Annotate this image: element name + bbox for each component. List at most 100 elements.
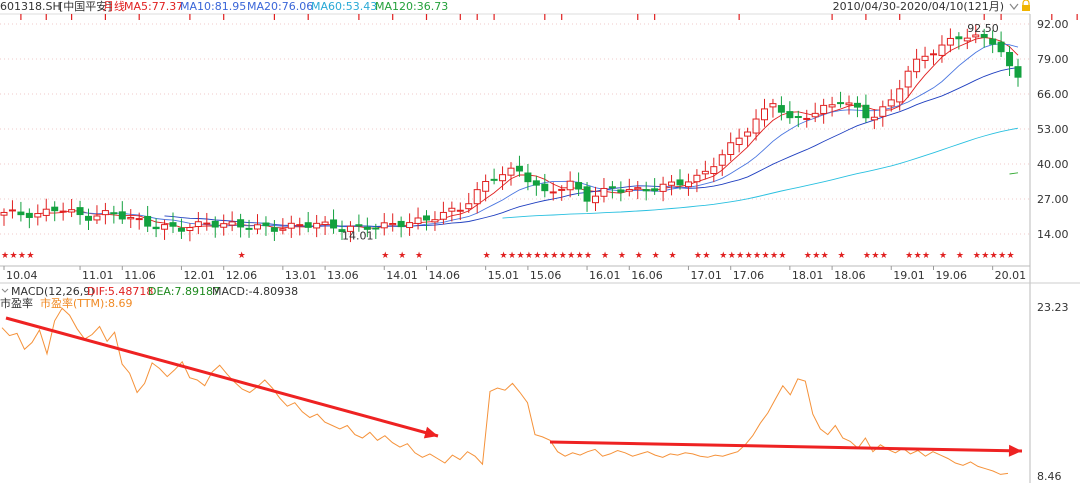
signal-star: ★ — [652, 251, 660, 261]
pe-tick-max: 23.23 — [1037, 301, 1069, 314]
candle-body — [794, 116, 802, 119]
candle-body — [989, 38, 997, 45]
signal-star: ★ — [415, 251, 423, 261]
candle-body — [423, 215, 430, 221]
signal-star: ★ — [998, 251, 1006, 261]
candle-body — [85, 215, 92, 221]
candle-body — [752, 118, 760, 134]
candle-body — [448, 207, 456, 212]
candle-body — [499, 174, 507, 182]
candle-body — [946, 37, 954, 46]
price-tick: 40.00 — [1037, 158, 1069, 171]
signal-star: ★ — [778, 251, 786, 261]
candle-body — [101, 210, 109, 216]
date-label: 10.04 — [6, 269, 38, 282]
ma-line — [164, 67, 1019, 227]
candle-body — [51, 206, 59, 212]
candle-body — [211, 220, 219, 228]
signal-star: ★ — [719, 251, 727, 261]
signal-star: ★ — [871, 251, 879, 261]
signal-star: ★ — [736, 251, 744, 261]
signal-star: ★ — [508, 251, 516, 261]
candle-body — [845, 102, 853, 106]
candle-body — [270, 227, 278, 232]
chevron-expand-icon[interactable] — [1, 288, 9, 293]
signal-star: ★ — [576, 251, 584, 261]
date-axis: 10.04 11.01 11.06 12.01 12.06 13.01 13.06 14.01… — [3, 266, 1026, 282]
candle-body — [727, 142, 735, 155]
candle-body — [68, 209, 76, 213]
signal-star: ★ — [804, 251, 812, 261]
ma-line — [37, 37, 1019, 229]
candle-body — [735, 137, 743, 146]
signal-star: ★ — [863, 251, 871, 261]
candle-body — [279, 228, 287, 231]
signal-star: ★ — [745, 251, 753, 261]
candle-body — [169, 222, 177, 227]
candle-body — [42, 208, 50, 216]
macd-label: DEA:7.89187 — [148, 285, 220, 298]
pe-label: 市盈率 — [0, 296, 33, 310]
candle-body — [625, 188, 633, 192]
ma-line — [79, 43, 1019, 228]
price-tick: 92.00 — [1037, 18, 1069, 31]
pe-value: 市盈率(TTM):8.69 — [40, 296, 133, 310]
candle-body — [1014, 66, 1022, 78]
candle-body — [862, 104, 870, 119]
candle-body — [566, 180, 574, 191]
signal-star: ★ — [500, 251, 508, 261]
candle-body — [769, 103, 777, 108]
candle-body — [397, 220, 405, 228]
signal-star: ★ — [601, 251, 609, 261]
ma-label: MA5:77.37 — [124, 0, 183, 13]
price-axis: 92.00 79.00 66.00 53.00 40.00 27.00 14.00 — [1037, 18, 1069, 241]
signal-star: ★ — [584, 251, 592, 261]
candle-body — [676, 179, 684, 186]
candle-body — [963, 37, 971, 42]
candle-body — [980, 33, 988, 38]
candle-body — [490, 178, 498, 181]
signal-star: ★ — [728, 251, 736, 261]
candle-body — [59, 210, 67, 213]
macd-legend: MACD(12,26,9)DIF:5.48718DEA:7.89187MACD:… — [11, 285, 298, 298]
date-label: 12.01 — [183, 269, 215, 282]
stock-code: 601318.SH — [0, 0, 61, 13]
pe-series — [1, 307, 1009, 475]
candle-body — [1006, 51, 1014, 67]
candle-body — [684, 181, 692, 188]
signal-star: ★ — [238, 251, 246, 261]
candle-body — [583, 186, 591, 202]
candle-body — [820, 104, 828, 114]
ma-label: MA60:53.43 — [311, 0, 377, 13]
chevron-down-icon[interactable] — [1009, 3, 1019, 10]
candle-body — [414, 217, 422, 224]
ma-label: MA10:81.95 — [180, 0, 246, 13]
candle-body — [921, 55, 929, 61]
candle-body — [127, 216, 135, 220]
date-label: 17.01 — [690, 269, 722, 282]
signal-star: ★ — [542, 251, 550, 261]
candle-body — [110, 212, 118, 215]
low-annotation: 14.01 — [342, 229, 374, 242]
price-tick: 27.00 — [1037, 193, 1069, 206]
candle-body — [930, 53, 937, 56]
macd-label: DIF:5.48718 — [87, 285, 153, 298]
candle-body — [913, 58, 921, 73]
pe-tick-min: 8.46 — [1037, 470, 1062, 483]
candle-body — [541, 183, 549, 192]
candle-body — [701, 170, 709, 175]
candle-body — [389, 223, 397, 226]
date-label: 19.01 — [893, 269, 925, 282]
candle-body — [837, 102, 845, 105]
trend-arrow-line — [549, 440, 1023, 453]
candle-body — [152, 226, 160, 230]
candle-body — [34, 213, 42, 218]
candle-body — [642, 189, 650, 192]
signal-star: ★ — [812, 251, 820, 261]
candle-body — [144, 215, 152, 227]
candle-body — [228, 221, 236, 226]
ma-line — [502, 127, 1019, 219]
signal-star: ★ — [753, 251, 761, 261]
candle-body — [456, 209, 464, 212]
